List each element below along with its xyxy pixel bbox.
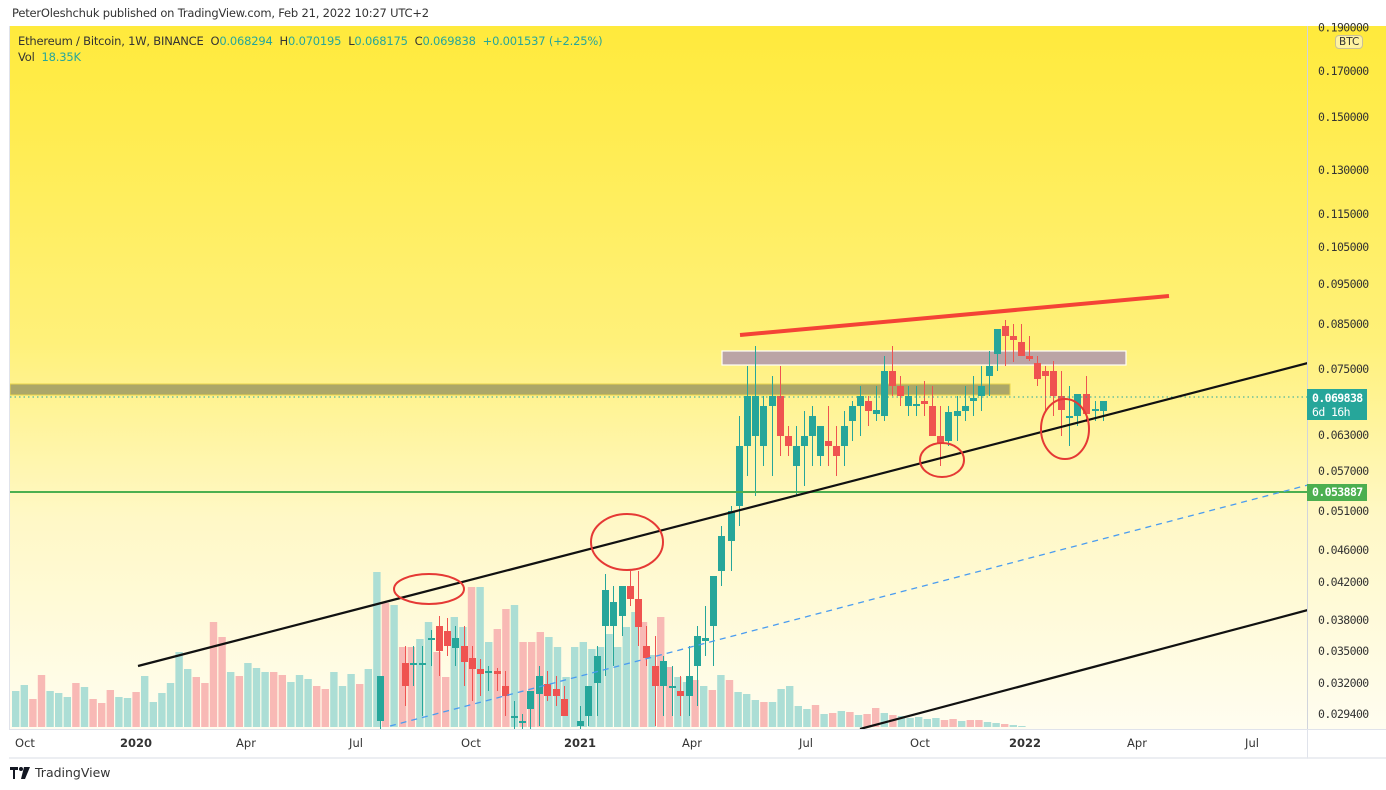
resistance-trendline [739, 294, 1170, 337]
time-label: Oct [461, 736, 481, 750]
time-label: Jul [349, 736, 363, 750]
volume-label[interactable]: Vol [18, 50, 35, 64]
price-tick: 0.029400 [1318, 707, 1369, 721]
time-label: Jul [1245, 736, 1259, 750]
time-label: 2022 [1008, 736, 1042, 750]
price-tick: 0.057000 [1318, 464, 1369, 478]
price-tick: 0.035000 [1318, 644, 1369, 658]
price-tick: 0.150000 [1318, 110, 1369, 124]
upper-resistance-zone [721, 350, 1127, 366]
price-axis[interactable]: BTC 0.190000 0.170000 0.150000 0.130000 0.11… [1307, 20, 1386, 729]
price-tick: 0.190000 [1318, 20, 1369, 35]
time-label: Oct [15, 736, 35, 750]
price-tick: 0.105000 [1318, 240, 1369, 254]
chart-pane[interactable]: Ethereum / Bitcoin, 1W, BINANCE O0.06829… [9, 26, 1308, 729]
price-tick: 0.115000 [1318, 207, 1369, 221]
price-tick: 0.170000 [1318, 64, 1369, 78]
touch-circle [1040, 398, 1090, 460]
touch-circle [393, 573, 465, 605]
high-value: 0.070195 [288, 34, 342, 48]
price-tick: 0.085000 [1318, 317, 1369, 331]
price-tick: 0.038000 [1318, 613, 1369, 627]
price-tick: 0.051000 [1318, 504, 1369, 518]
price-tick: 0.130000 [1318, 163, 1369, 177]
brand-name: TradingView [35, 765, 111, 780]
price-tick: 0.032000 [1318, 676, 1369, 690]
footer-brand[interactable]: TradingView [10, 765, 111, 780]
open-value: 0.068294 [219, 34, 273, 48]
candle-series [377, 320, 1107, 729]
time-label: Apr [1127, 736, 1147, 750]
publisher-line: PeterOleshchuk published on TradingView.… [12, 6, 429, 20]
time-label: 2020 [119, 736, 153, 750]
volume-series [12, 572, 1026, 727]
support-price-tag: 0.053887 [1307, 484, 1367, 501]
volume-value: 18.35K [41, 50, 81, 64]
time-label: Apr [682, 736, 702, 750]
price-tick: 0.046000 [1318, 543, 1369, 557]
last-price: 0.069838 [1312, 391, 1363, 405]
time-label: 2021 [563, 736, 597, 750]
lower-resistance-zone [10, 383, 1011, 396]
touch-circle [590, 513, 664, 571]
low-value: 0.068175 [354, 34, 408, 48]
chart-canvas[interactable] [10, 26, 1308, 729]
last-price-tag: 0.069838 6d 16h [1307, 389, 1367, 420]
price-tick: 0.095000 [1318, 277, 1369, 291]
currency-badge[interactable]: BTC [1335, 35, 1364, 49]
channel-midline [389, 484, 1308, 727]
time-label: Apr [236, 736, 256, 750]
tradingview-logo-icon [10, 766, 30, 779]
time-axis[interactable]: Oct 2020 Apr Jul Oct 2021 Apr Jul Oct 2022 Apr Jul [9, 729, 1307, 759]
symbol-legend: Ethereum / Bitcoin, 1W, BINANCE O0.06829… [18, 34, 603, 64]
close-value: 0.069838 [422, 34, 476, 48]
touch-circle [919, 442, 965, 478]
price-tick: 0.075000 [1318, 362, 1369, 376]
change-value: +0.001537 (+2.25%) [482, 34, 603, 48]
channel-support-line [137, 361, 1308, 668]
symbol-title[interactable]: Ethereum / Bitcoin, 1W, BINANCE [18, 34, 204, 48]
price-tick: 0.063000 [1318, 428, 1369, 442]
time-label: Jul [799, 736, 813, 750]
bar-countdown: 6d 16h [1312, 405, 1351, 419]
time-label: Oct [910, 736, 930, 750]
axis-corner [1307, 729, 1386, 759]
price-tick: 0.042000 [1318, 575, 1369, 589]
channel-lower-line [859, 608, 1308, 729]
